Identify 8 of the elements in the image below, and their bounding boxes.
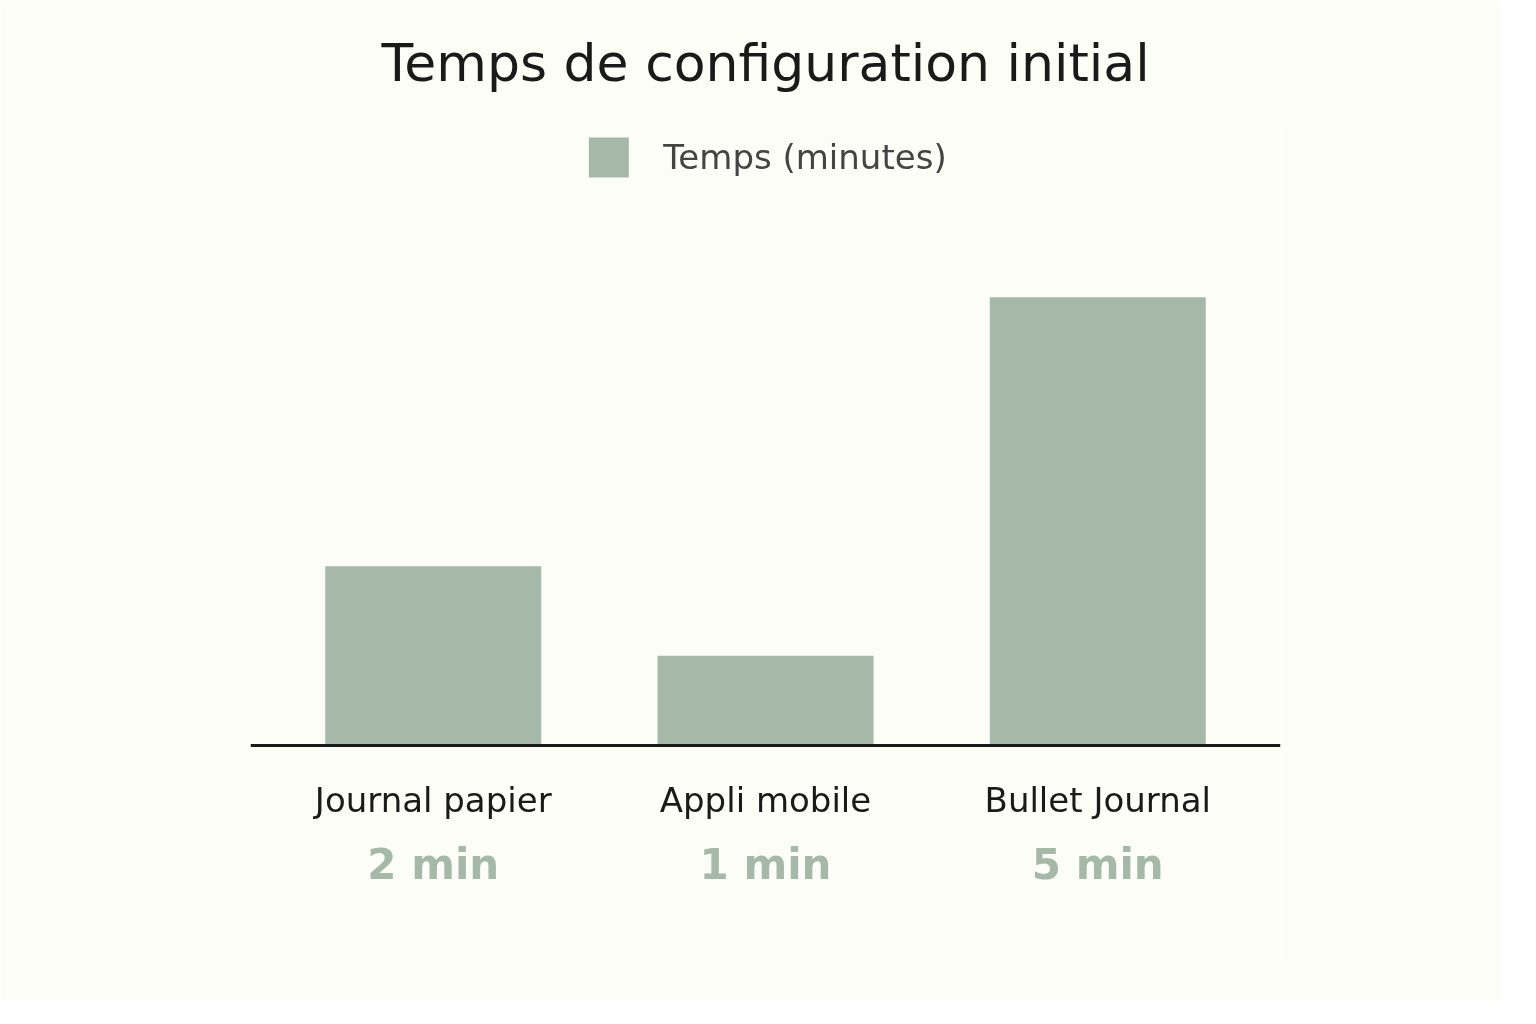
x-tick-label: Journal papier [312,780,552,821]
data-label: 1 min [699,840,832,890]
chart-title: Temps de configuration initial [380,32,1150,93]
data-label: 5 min [1031,840,1164,890]
legend-label: Temps (minutes) [663,137,947,177]
x-tick-label: Appli mobile [659,780,872,821]
x-tick-label: Bullet Journal [984,780,1211,821]
data-label: 2 min [367,840,500,890]
